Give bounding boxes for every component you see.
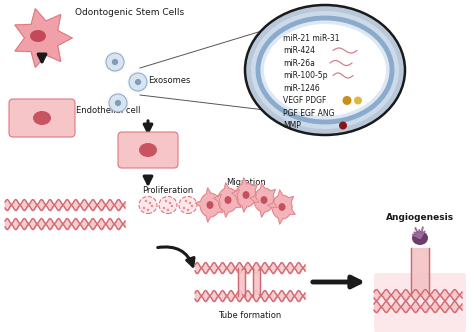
Ellipse shape: [412, 231, 428, 245]
Ellipse shape: [107, 92, 129, 114]
Ellipse shape: [147, 209, 149, 211]
Ellipse shape: [354, 97, 362, 105]
Ellipse shape: [30, 30, 46, 42]
Ellipse shape: [279, 203, 285, 211]
Text: Tube formation: Tube formation: [219, 310, 282, 319]
FancyBboxPatch shape: [9, 99, 75, 137]
Text: Odontogenic Stem Cells: Odontogenic Stem Cells: [75, 8, 184, 17]
Ellipse shape: [183, 207, 185, 209]
Ellipse shape: [167, 209, 169, 211]
Ellipse shape: [104, 51, 126, 73]
Ellipse shape: [145, 200, 147, 202]
Ellipse shape: [169, 202, 171, 204]
Ellipse shape: [171, 205, 173, 207]
Text: PGF EGF ANG: PGF EGF ANG: [283, 109, 335, 118]
Ellipse shape: [225, 196, 231, 204]
Ellipse shape: [139, 143, 157, 157]
Text: miR-26a: miR-26a: [283, 58, 315, 67]
Ellipse shape: [139, 197, 157, 213]
Polygon shape: [268, 190, 295, 224]
Text: miR-21 miR-31: miR-21 miR-31: [283, 34, 339, 42]
Ellipse shape: [339, 122, 347, 129]
Text: VEGF PDGF: VEGF PDGF: [283, 96, 327, 105]
Ellipse shape: [109, 94, 127, 112]
Text: Proliferation: Proliferation: [142, 186, 193, 195]
Text: Migration: Migration: [226, 178, 266, 187]
Ellipse shape: [115, 100, 121, 106]
Polygon shape: [214, 183, 241, 217]
Ellipse shape: [258, 18, 392, 122]
Text: miR-424: miR-424: [283, 46, 315, 55]
Ellipse shape: [143, 207, 145, 209]
Ellipse shape: [135, 79, 141, 85]
Ellipse shape: [163, 207, 165, 209]
Ellipse shape: [261, 196, 267, 204]
Text: MMP: MMP: [283, 121, 301, 130]
Text: miR-100-5p: miR-100-5p: [283, 71, 328, 80]
Ellipse shape: [187, 209, 189, 211]
Polygon shape: [250, 183, 277, 217]
Ellipse shape: [129, 73, 147, 91]
Ellipse shape: [189, 202, 191, 204]
Text: Angiogenesis: Angiogenesis: [386, 213, 454, 222]
Ellipse shape: [207, 201, 213, 209]
Ellipse shape: [191, 205, 193, 207]
Text: Exosomes: Exosomes: [148, 75, 191, 85]
Text: miR-1246: miR-1246: [283, 84, 320, 93]
Ellipse shape: [149, 202, 151, 204]
Ellipse shape: [127, 71, 149, 93]
Ellipse shape: [165, 200, 167, 202]
Ellipse shape: [179, 197, 197, 213]
Polygon shape: [15, 9, 72, 67]
Ellipse shape: [343, 96, 352, 105]
Ellipse shape: [159, 197, 177, 213]
Ellipse shape: [264, 24, 386, 116]
Ellipse shape: [185, 200, 187, 202]
Polygon shape: [196, 188, 223, 222]
FancyBboxPatch shape: [118, 132, 178, 168]
Ellipse shape: [151, 205, 153, 207]
Ellipse shape: [106, 53, 124, 71]
FancyBboxPatch shape: [374, 273, 466, 332]
Ellipse shape: [251, 11, 399, 129]
Ellipse shape: [243, 191, 249, 199]
Polygon shape: [399, 295, 441, 308]
Ellipse shape: [245, 5, 405, 135]
Ellipse shape: [112, 59, 118, 65]
Ellipse shape: [33, 111, 51, 125]
Text: Endothelial cell: Endothelial cell: [76, 106, 140, 115]
Polygon shape: [232, 178, 259, 212]
